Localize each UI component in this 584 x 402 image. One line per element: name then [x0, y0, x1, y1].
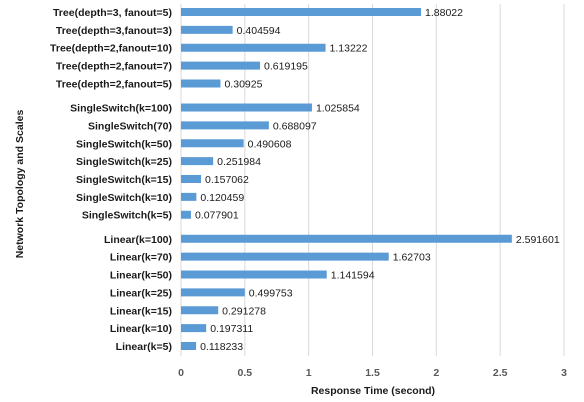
- bar: [181, 157, 214, 166]
- x-tick-label: 2.5: [493, 367, 508, 379]
- value-label: 0.251984: [217, 156, 261, 168]
- category-label: Tree(depth=2,fanout=7): [56, 61, 172, 73]
- x-tick-label: 1: [306, 367, 312, 379]
- x-tick-labels: 0 0.5 1 1.5 2 2.5 3: [178, 367, 567, 379]
- value-label: 1.13222: [330, 43, 368, 55]
- category-label: Tree(depth=2,fanout=5): [56, 78, 172, 90]
- value-label: 0.120459: [200, 192, 244, 204]
- value-label: 0.404594: [237, 25, 281, 37]
- category-label: Linear(k=50): [110, 270, 172, 282]
- bar: [181, 342, 197, 350]
- category-label: Linear(k=70): [110, 252, 172, 264]
- category-label: Tree(depth=2,fanout=10): [50, 43, 172, 55]
- category-label: SingleSwitch(k=50): [76, 138, 172, 150]
- value-label: 1.62703: [393, 252, 431, 264]
- value-label: 1.025854: [316, 103, 360, 115]
- bar: [181, 192, 197, 201]
- category-label: Tree(depth=3, fanout=5): [53, 7, 172, 19]
- bar: [181, 43, 326, 52]
- category-label: Linear(k=10): [110, 323, 172, 335]
- value-label: 0.197311: [210, 323, 253, 335]
- bar: [181, 288, 245, 297]
- value-label: 0.30925: [224, 78, 262, 90]
- bars: [181, 8, 512, 350]
- value-label: 0.688097: [273, 120, 317, 132]
- bar: [181, 270, 327, 279]
- category-label: Linear(k=100): [104, 234, 172, 246]
- bar: [181, 252, 389, 261]
- bar: [181, 25, 233, 34]
- y-axis-title: Network Topology and Scales: [14, 110, 26, 259]
- category-label: SingleSwitch(k=100): [70, 103, 172, 115]
- bar: [181, 210, 191, 219]
- category-label: Linear(k=5): [116, 341, 172, 353]
- x-tick-label: 3: [561, 367, 567, 379]
- x-tick-label: 0: [178, 367, 184, 379]
- value-label: 0.291278: [222, 305, 266, 317]
- value-label: 0.499753: [249, 287, 293, 299]
- category-label: SingleSwitch(k=15): [76, 174, 172, 186]
- category-label: Linear(k=15): [110, 305, 172, 317]
- bar: [181, 175, 202, 183]
- bar: [181, 139, 244, 148]
- x-axis-title: Response Time (second): [311, 385, 435, 397]
- category-label: SingleSwitch(k=10): [76, 192, 172, 204]
- category-label: SingleSwitch(k=25): [76, 156, 172, 168]
- category-label: SingleSwitch(k=5): [82, 210, 172, 222]
- bar: [181, 8, 422, 16]
- value-label: 0.619195: [264, 61, 308, 73]
- x-tick-label: 1.5: [365, 367, 380, 379]
- bar: [181, 306, 219, 315]
- x-tick-label: 0.5: [238, 367, 253, 379]
- category-labels: Tree(depth=3, fanout=5) Tree(depth=3,fano…: [50, 7, 172, 353]
- value-label: 0.490608: [248, 138, 292, 150]
- bar: [181, 61, 261, 70]
- value-label: 0.077901: [195, 210, 239, 222]
- value-label: 1.141594: [331, 270, 375, 282]
- bar: [181, 103, 312, 112]
- value-label: 1.88022: [425, 7, 463, 19]
- value-label: 0.157062: [205, 174, 249, 186]
- category-label: SingleSwitch(70): [88, 120, 172, 132]
- value-label: 2.591601: [516, 234, 560, 246]
- bar: [181, 234, 512, 243]
- bar: [181, 79, 221, 88]
- value-label: 0.118233: [200, 341, 243, 353]
- bar: [181, 121, 269, 130]
- x-tick-label: 2: [433, 367, 439, 379]
- category-label: Tree(depth=3,fanout=3): [56, 25, 172, 37]
- bar: [181, 324, 207, 333]
- category-label: Linear(k=25): [110, 287, 172, 299]
